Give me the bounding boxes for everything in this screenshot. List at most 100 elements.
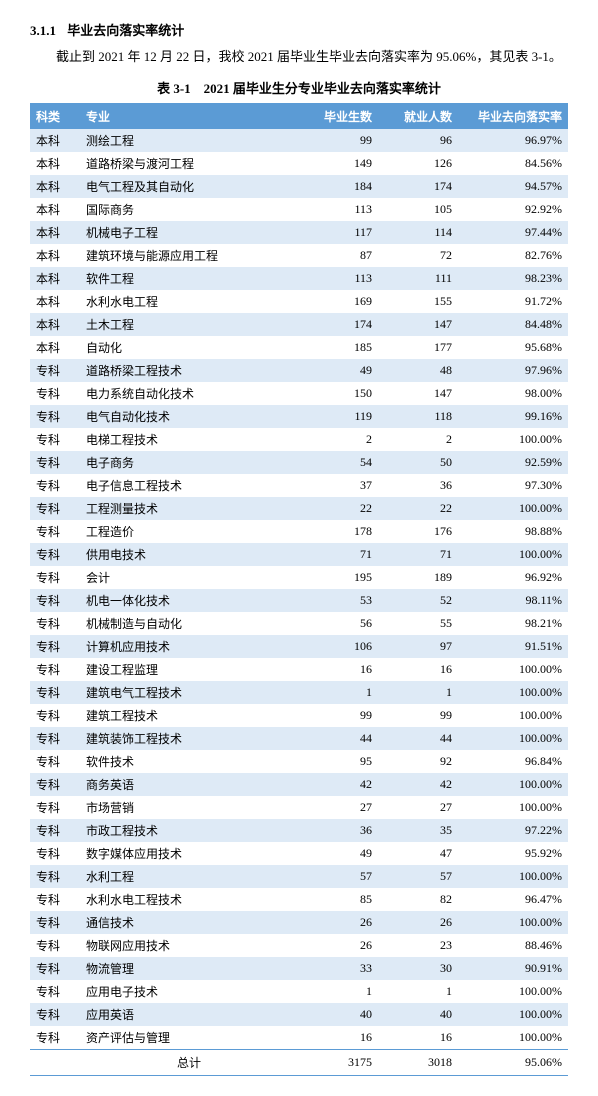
table-cell: 本科 xyxy=(30,313,80,336)
table-cell: 通信技术 xyxy=(80,911,298,934)
table-cell: 专科 xyxy=(30,474,80,497)
table-cell: 专科 xyxy=(30,1003,80,1026)
table-cell: 99 xyxy=(298,129,378,152)
table-cell: 97.30% xyxy=(458,474,568,497)
table-cell: 水利水电工程技术 xyxy=(80,888,298,911)
table-cell: 98.23% xyxy=(458,267,568,290)
table-cell: 37 xyxy=(298,474,378,497)
table-cell: 36 xyxy=(298,819,378,842)
table-cell: 电子商务 xyxy=(80,451,298,474)
table-cell: 174 xyxy=(378,175,458,198)
table-cell: 56 xyxy=(298,612,378,635)
table-row: 专科道路桥梁工程技术494897.96% xyxy=(30,359,568,382)
section-intro: 截止到 2021 年 12 月 22 日，我校 2021 届毕业生毕业去向落实率… xyxy=(30,45,568,68)
table-cell: 22 xyxy=(378,497,458,520)
col-category: 科类 xyxy=(30,104,80,130)
table-cell: 专科 xyxy=(30,911,80,934)
table-cell: 94.57% xyxy=(458,175,568,198)
table-row: 专科工程测量技术2222100.00% xyxy=(30,497,568,520)
table-row: 专科应用英语4040100.00% xyxy=(30,1003,568,1026)
table-cell: 84.48% xyxy=(458,313,568,336)
table-cell: 机械制造与自动化 xyxy=(80,612,298,635)
table-cell: 35 xyxy=(378,819,458,842)
table-cell: 水利水电工程 xyxy=(80,290,298,313)
table-cell: 87 xyxy=(298,244,378,267)
table-cell: 1 xyxy=(378,681,458,704)
total-rate: 95.06% xyxy=(458,1050,568,1076)
table-row: 专科商务英语4242100.00% xyxy=(30,773,568,796)
table-cell: 100.00% xyxy=(458,497,568,520)
table-cell: 155 xyxy=(378,290,458,313)
table-cell: 91.72% xyxy=(458,290,568,313)
table-cell: 专科 xyxy=(30,428,80,451)
table-row: 专科应用电子技术11100.00% xyxy=(30,980,568,1003)
table-cell: 本科 xyxy=(30,336,80,359)
table-cell: 189 xyxy=(378,566,458,589)
table-cell: 电力系统自动化技术 xyxy=(80,382,298,405)
table-row: 专科数字媒体应用技术494795.92% xyxy=(30,842,568,865)
table-cell: 自动化 xyxy=(80,336,298,359)
table-cell: 专科 xyxy=(30,727,80,750)
table-cell: 22 xyxy=(298,497,378,520)
table-cell: 本科 xyxy=(30,198,80,221)
table-cell: 95 xyxy=(298,750,378,773)
table-cell: 84.56% xyxy=(458,152,568,175)
table-cell: 117 xyxy=(298,221,378,244)
table-cell: 177 xyxy=(378,336,458,359)
table-cell: 物流管理 xyxy=(80,957,298,980)
table-cell: 100.00% xyxy=(458,428,568,451)
table-cell: 71 xyxy=(378,543,458,566)
table-cell: 专科 xyxy=(30,819,80,842)
table-cell: 专科 xyxy=(30,543,80,566)
table-row: 专科资产评估与管理1616100.00% xyxy=(30,1026,568,1050)
table-cell: 113 xyxy=(298,198,378,221)
table-cell: 2 xyxy=(298,428,378,451)
table-cell: 49 xyxy=(298,842,378,865)
total-employed: 3018 xyxy=(378,1050,458,1076)
table-row: 专科软件技术959296.84% xyxy=(30,750,568,773)
table-cell: 99.16% xyxy=(458,405,568,428)
table-cell: 100.00% xyxy=(458,865,568,888)
table-cell: 电气自动化技术 xyxy=(80,405,298,428)
table-cell: 92.59% xyxy=(458,451,568,474)
table-body: 本科测绘工程999696.97%本科道路桥梁与渡河工程14912684.56%本… xyxy=(30,129,568,1050)
table-row: 专科电子商务545092.59% xyxy=(30,451,568,474)
table-cell: 1 xyxy=(298,681,378,704)
table-row: 专科通信技术2626100.00% xyxy=(30,911,568,934)
table-row: 专科建设工程监理1616100.00% xyxy=(30,658,568,681)
table-cell: 97 xyxy=(378,635,458,658)
employment-rate-table: 科类 专业 毕业生数 就业人数 毕业去向落实率 本科测绘工程999696.97%… xyxy=(30,103,568,1076)
table-cell: 16 xyxy=(298,658,378,681)
table-cell: 40 xyxy=(298,1003,378,1026)
table-cell: 53 xyxy=(298,589,378,612)
table-row: 专科电子信息工程技术373697.30% xyxy=(30,474,568,497)
col-employed: 就业人数 xyxy=(378,104,458,130)
table-header-row: 科类 专业 毕业生数 就业人数 毕业去向落实率 xyxy=(30,104,568,130)
table-row: 本科机械电子工程11711497.44% xyxy=(30,221,568,244)
col-major: 专业 xyxy=(80,104,298,130)
table-cell: 97.44% xyxy=(458,221,568,244)
table-cell: 机电一体化技术 xyxy=(80,589,298,612)
table-cell: 本科 xyxy=(30,221,80,244)
table-row: 专科物联网应用技术262388.46% xyxy=(30,934,568,957)
table-cell: 工程测量技术 xyxy=(80,497,298,520)
table-cell: 95.68% xyxy=(458,336,568,359)
table-cell: 专科 xyxy=(30,520,80,543)
table-cell: 98.00% xyxy=(458,382,568,405)
table-cell: 软件工程 xyxy=(80,267,298,290)
table-cell: 40 xyxy=(378,1003,458,1026)
table-cell: 147 xyxy=(378,382,458,405)
table-cell: 专科 xyxy=(30,704,80,727)
table-cell: 专科 xyxy=(30,796,80,819)
table-row: 专科会计19518996.92% xyxy=(30,566,568,589)
section-number: 3.1.1 xyxy=(30,23,56,38)
table-cell: 建筑环境与能源应用工程 xyxy=(80,244,298,267)
table-cell: 82.76% xyxy=(458,244,568,267)
table-cell: 专科 xyxy=(30,773,80,796)
table-cell: 建设工程监理 xyxy=(80,658,298,681)
table-cell: 27 xyxy=(378,796,458,819)
table-row: 本科电气工程及其自动化18417494.57% xyxy=(30,175,568,198)
section-heading: 3.1.1 毕业去向落实率统计 xyxy=(30,20,568,39)
table-cell: 49 xyxy=(298,359,378,382)
table-cell: 55 xyxy=(378,612,458,635)
